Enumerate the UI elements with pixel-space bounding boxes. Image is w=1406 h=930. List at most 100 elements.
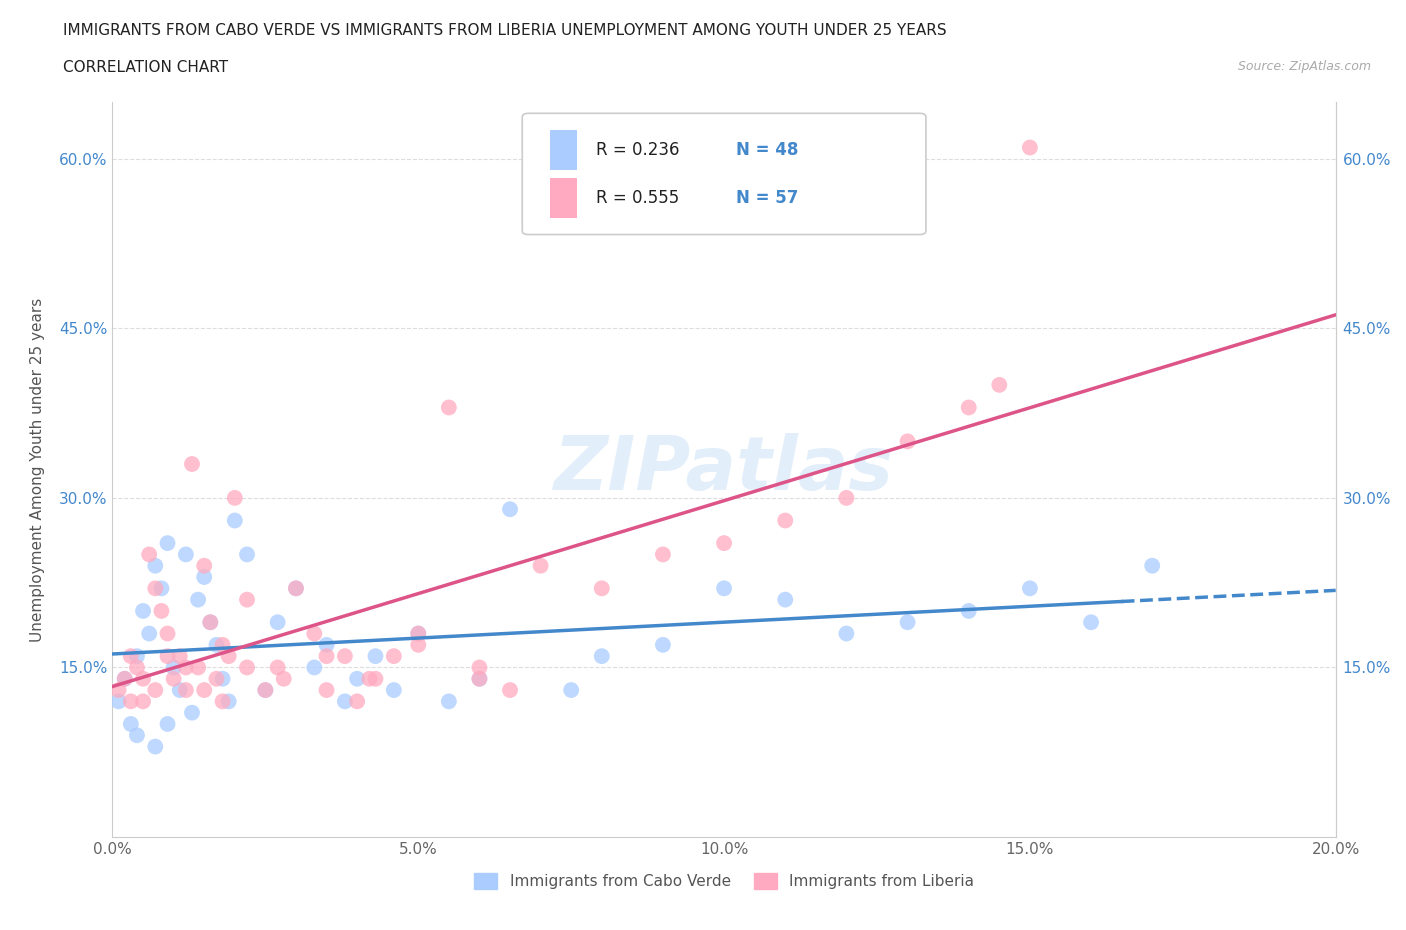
Point bbox=[169, 649, 191, 664]
Point bbox=[174, 547, 197, 562]
Point bbox=[236, 592, 259, 607]
Point bbox=[988, 378, 1011, 392]
Point bbox=[156, 649, 179, 664]
Point bbox=[408, 626, 430, 641]
Point bbox=[107, 694, 129, 709]
Text: CORRELATION CHART: CORRELATION CHART bbox=[63, 60, 228, 75]
Point bbox=[591, 581, 613, 596]
Point bbox=[211, 694, 233, 709]
Point bbox=[560, 683, 582, 698]
Point bbox=[346, 671, 368, 686]
Point bbox=[224, 490, 246, 505]
Point bbox=[138, 547, 160, 562]
Point bbox=[132, 694, 155, 709]
Legend: Immigrants from Cabo Verde, Immigrants from Liberia: Immigrants from Cabo Verde, Immigrants f… bbox=[468, 868, 980, 896]
Point bbox=[163, 671, 186, 686]
Point bbox=[408, 626, 430, 641]
Point bbox=[114, 671, 136, 686]
Point bbox=[150, 604, 173, 618]
Point bbox=[174, 683, 197, 698]
Point bbox=[150, 581, 173, 596]
Point bbox=[187, 660, 209, 675]
Point bbox=[156, 626, 179, 641]
Point bbox=[125, 728, 148, 743]
Point bbox=[163, 660, 186, 675]
Point bbox=[193, 683, 215, 698]
Text: ZIPatlas: ZIPatlas bbox=[554, 433, 894, 506]
Point bbox=[530, 558, 553, 573]
Point bbox=[174, 660, 197, 675]
Point bbox=[304, 660, 326, 675]
Point bbox=[218, 649, 240, 664]
Point bbox=[125, 660, 148, 675]
Point bbox=[236, 660, 259, 675]
Point bbox=[382, 683, 405, 698]
FancyBboxPatch shape bbox=[550, 178, 578, 218]
Point bbox=[132, 604, 155, 618]
Point bbox=[284, 581, 308, 596]
Point bbox=[499, 683, 522, 698]
Point bbox=[346, 694, 368, 709]
Point bbox=[156, 716, 179, 731]
Point bbox=[315, 683, 337, 698]
Y-axis label: Unemployment Among Youth under 25 years: Unemployment Among Youth under 25 years bbox=[31, 298, 45, 642]
Point bbox=[120, 716, 142, 731]
Point bbox=[211, 671, 233, 686]
Point bbox=[315, 649, 337, 664]
Point bbox=[468, 671, 491, 686]
Point bbox=[254, 683, 277, 698]
Point bbox=[200, 615, 222, 630]
Point bbox=[120, 649, 142, 664]
Point bbox=[266, 615, 288, 630]
Point bbox=[143, 739, 166, 754]
Point bbox=[364, 649, 387, 664]
Point bbox=[125, 649, 148, 664]
Point bbox=[218, 694, 240, 709]
Point bbox=[266, 660, 288, 675]
Point bbox=[254, 683, 277, 698]
Point bbox=[1018, 581, 1040, 596]
Point bbox=[273, 671, 295, 686]
Point bbox=[143, 558, 166, 573]
Point bbox=[205, 671, 228, 686]
Text: Source: ZipAtlas.com: Source: ZipAtlas.com bbox=[1237, 60, 1371, 73]
Point bbox=[468, 671, 491, 686]
Point bbox=[193, 569, 215, 584]
Point bbox=[591, 649, 613, 664]
Point bbox=[138, 626, 160, 641]
Point bbox=[193, 558, 215, 573]
Point bbox=[957, 604, 980, 618]
Point bbox=[713, 536, 735, 551]
Point bbox=[957, 400, 980, 415]
Point bbox=[224, 513, 246, 528]
Point bbox=[205, 637, 228, 652]
Point bbox=[114, 671, 136, 686]
Point bbox=[499, 502, 522, 517]
Point bbox=[107, 683, 129, 698]
Point bbox=[897, 615, 920, 630]
Point bbox=[835, 490, 858, 505]
Point bbox=[775, 513, 797, 528]
Point bbox=[359, 671, 381, 686]
Point bbox=[120, 694, 142, 709]
Point bbox=[236, 547, 259, 562]
Point bbox=[437, 400, 460, 415]
Point bbox=[408, 637, 430, 652]
Point bbox=[315, 637, 337, 652]
Point bbox=[652, 547, 675, 562]
Text: R = 0.555: R = 0.555 bbox=[596, 189, 679, 206]
Point bbox=[652, 637, 675, 652]
Point bbox=[364, 671, 387, 686]
Point bbox=[156, 536, 179, 551]
FancyBboxPatch shape bbox=[522, 113, 927, 234]
FancyBboxPatch shape bbox=[550, 130, 578, 170]
Point bbox=[187, 592, 209, 607]
Point bbox=[169, 683, 191, 698]
Point bbox=[1080, 615, 1102, 630]
Text: N = 48: N = 48 bbox=[737, 141, 799, 159]
Text: IMMIGRANTS FROM CABO VERDE VS IMMIGRANTS FROM LIBERIA UNEMPLOYMENT AMONG YOUTH U: IMMIGRANTS FROM CABO VERDE VS IMMIGRANTS… bbox=[63, 23, 946, 38]
Point bbox=[200, 615, 222, 630]
Text: N = 57: N = 57 bbox=[737, 189, 799, 206]
Point bbox=[1142, 558, 1164, 573]
Point bbox=[143, 683, 166, 698]
